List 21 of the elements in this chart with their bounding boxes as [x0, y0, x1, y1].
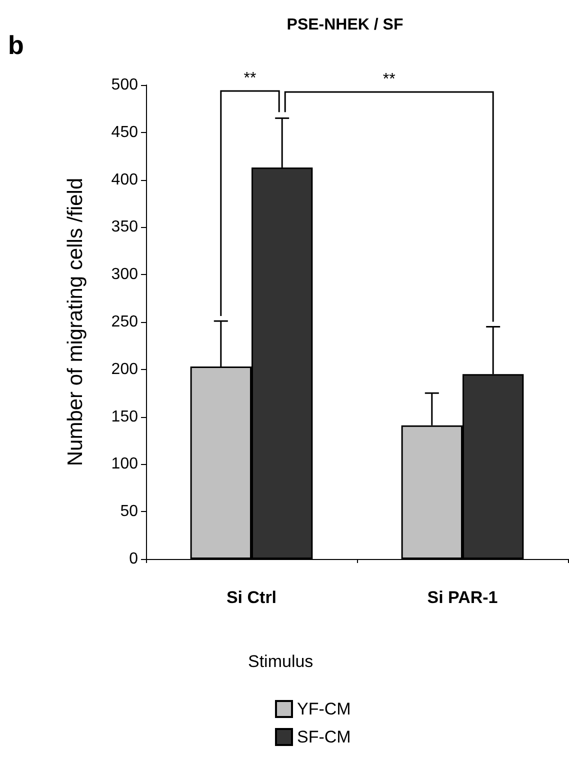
x-tick-label: Si PAR-1	[427, 588, 498, 607]
y-tick-label: 300	[111, 266, 138, 284]
annotation: **	[382, 71, 396, 88]
text: b	[8, 30, 24, 61]
legend-label: YF-CM	[297, 700, 351, 718]
legend-label: SF-CM	[297, 728, 351, 746]
y-tick-label: 500	[111, 76, 138, 94]
y-tick-label: 50	[120, 503, 138, 520]
x-tick-label: Si Ctrl	[226, 588, 277, 607]
chart-title: PSE-NHEK / SF	[286, 16, 404, 34]
y-tick-label: 100	[111, 456, 138, 473]
y-tick-label: 350	[111, 218, 138, 236]
annotation: **	[244, 70, 256, 87]
y-tick-label: 450	[111, 124, 138, 141]
y-tick-label: 0	[129, 550, 138, 568]
y-tick-label: 250	[111, 314, 138, 330]
legend-title: Stimulus	[248, 652, 314, 672]
y-tick-label: 150	[111, 408, 138, 426]
y-axis-title: Number of migrating cells /field	[64, 178, 87, 466]
y-tick-label: 200	[111, 360, 138, 378]
y-tick-label: 400	[111, 171, 138, 188]
